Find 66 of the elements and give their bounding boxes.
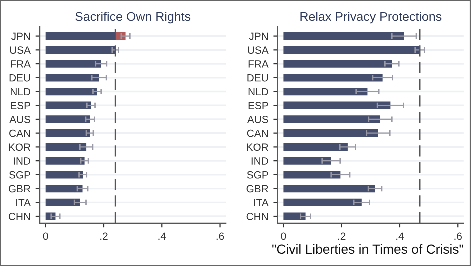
- y-tick-label: ITA: [16, 199, 31, 206]
- y-tick-label: USA: [10, 46, 31, 54]
- bar: [46, 32, 116, 40]
- bar: [284, 212, 306, 220]
- y-tick-label: IND: [252, 158, 268, 165]
- text: "Civil Liberties in Times of Crisis": [272, 244, 464, 254]
- bar: [284, 32, 404, 40]
- bar: [46, 88, 98, 96]
- y-tick-label: SGP: [247, 171, 268, 179]
- y-tick-label: FRA: [11, 60, 31, 68]
- bar: [284, 157, 332, 165]
- bar: [284, 74, 383, 82]
- y-tick-label: AUS: [10, 116, 31, 124]
- bar: [46, 171, 84, 179]
- x-tick-label: .6: [216, 232, 224, 240]
- bar: [46, 184, 83, 193]
- y-tick-label: KOR: [9, 144, 31, 152]
- y-tick-label: CHN: [246, 213, 268, 220]
- y-tick-label: DEU: [10, 74, 30, 82]
- bar: [284, 130, 378, 138]
- x-tick-label: .4: [396, 232, 404, 240]
- y-tick-label: NLD: [11, 88, 31, 96]
- y-tick-label: CAN: [247, 130, 268, 138]
- x-tick-label: .2: [338, 232, 346, 240]
- bar: [284, 143, 348, 152]
- y-tick-label: ITA: [254, 199, 269, 206]
- y-tick-label: KOR: [247, 144, 268, 152]
- x-tick-label: .6: [454, 232, 462, 240]
- bar: [46, 60, 102, 68]
- bar: [284, 116, 381, 124]
- bar: [46, 143, 87, 152]
- bar: [284, 46, 420, 54]
- y-tick-label: ESP: [248, 102, 268, 110]
- bar: [284, 60, 392, 68]
- y-tick-label: FRA: [248, 60, 269, 68]
- bar: [46, 116, 90, 124]
- y-tick-label: GBR: [8, 185, 31, 193]
- x-tick-label: .2: [100, 232, 108, 240]
- y-tick-label: USA: [248, 46, 269, 54]
- y-tick-label: CHN: [8, 213, 30, 220]
- bar: [284, 184, 376, 193]
- bar: [46, 130, 90, 138]
- chart-title: Relax Privacy Protections: [300, 12, 442, 24]
- bar: [46, 102, 92, 110]
- y-tick-label: CAN: [10, 130, 30, 138]
- y-tick-label: GBR: [246, 185, 268, 193]
- y-tick-label: DEU: [248, 74, 268, 82]
- bar: [46, 74, 100, 82]
- y-tick-label: NLD: [248, 88, 268, 96]
- y-tick-label: AUS: [247, 116, 268, 124]
- y-tick-label: JPN: [249, 32, 268, 40]
- y-tick-label: SGP: [9, 171, 30, 179]
- y-tick-label: IND: [14, 158, 31, 165]
- bar: [46, 198, 80, 206]
- y-tick-label: JPN: [11, 32, 30, 40]
- y-tick-label: ESP: [11, 102, 30, 110]
- x-tick-label: 0: [43, 232, 48, 240]
- chart-title: Sacrifice Own Rights: [76, 12, 191, 24]
- bar: [284, 171, 341, 179]
- bar: [46, 46, 116, 54]
- bar: [284, 88, 368, 96]
- bar: [284, 198, 362, 206]
- x-tick-label: .4: [158, 232, 166, 240]
- x-tick-label: 0: [281, 232, 286, 240]
- bar: [284, 102, 391, 110]
- bar: [46, 157, 85, 165]
